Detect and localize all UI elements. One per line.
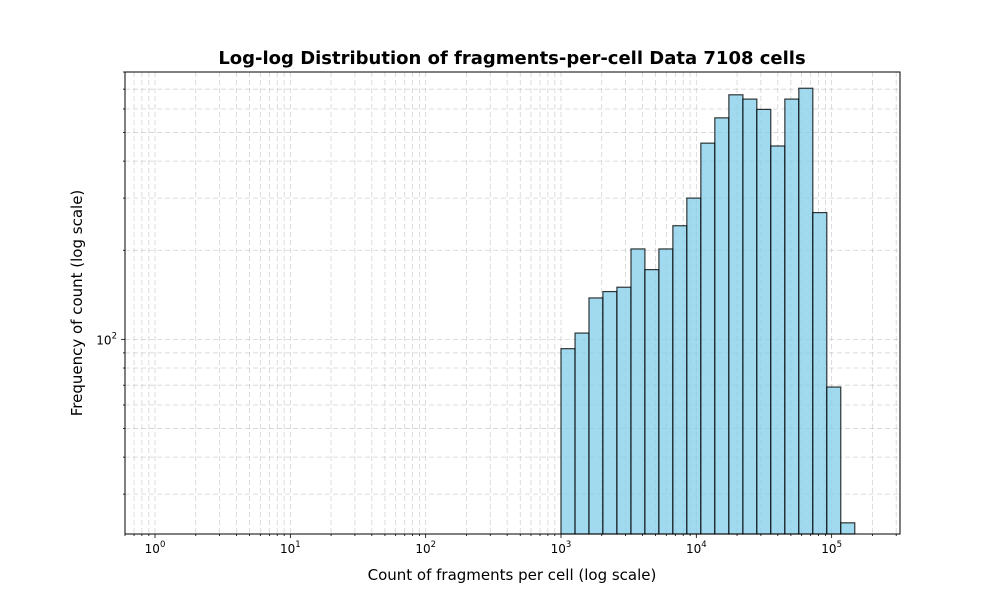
histogram-bars bbox=[560, 87, 856, 535]
histogram-bar bbox=[826, 386, 842, 535]
x-tick-label: 101 bbox=[280, 540, 301, 556]
histogram-bar bbox=[784, 98, 800, 535]
x-tick-label: 105 bbox=[821, 540, 842, 556]
histogram-bar bbox=[574, 332, 590, 535]
histogram-bar bbox=[616, 286, 632, 535]
x-axis-label: Count of fragments per cell (log scale) bbox=[368, 566, 657, 584]
histogram-bar bbox=[630, 248, 646, 535]
x-tick-label: 102 bbox=[415, 540, 436, 556]
histogram-bar bbox=[700, 142, 716, 535]
x-tick-label: 104 bbox=[686, 540, 707, 556]
histogram-bar bbox=[770, 145, 786, 535]
histogram-bar bbox=[672, 225, 688, 535]
histogram-bar bbox=[756, 108, 772, 535]
tick-labels: 100 101 102 103 104 105 102 bbox=[96, 331, 842, 556]
plot-area-frame bbox=[124, 71, 901, 535]
histogram-bar bbox=[714, 117, 730, 535]
chart-title: Log-log Distribution of fragments-per-ce… bbox=[218, 48, 805, 69]
x-tick-label: 100 bbox=[145, 540, 166, 556]
histogram-bar bbox=[742, 98, 758, 535]
histogram-bar bbox=[728, 94, 744, 535]
axis-ticks bbox=[121, 71, 897, 538]
histogram-bar bbox=[644, 269, 660, 535]
histogram-bar bbox=[840, 522, 856, 535]
histogram-bar bbox=[812, 211, 828, 535]
histogram-bar bbox=[658, 248, 674, 535]
histogram-bar bbox=[588, 297, 604, 535]
y-tick-label: 102 bbox=[96, 331, 117, 347]
histogram-bar bbox=[560, 348, 576, 535]
histogram-bar bbox=[602, 290, 618, 535]
histogram-bar bbox=[686, 197, 702, 535]
x-tick-label: 103 bbox=[551, 540, 572, 556]
y-axis-label: Frequency of count (log scale) bbox=[68, 190, 86, 417]
histogram-bar bbox=[798, 87, 814, 535]
